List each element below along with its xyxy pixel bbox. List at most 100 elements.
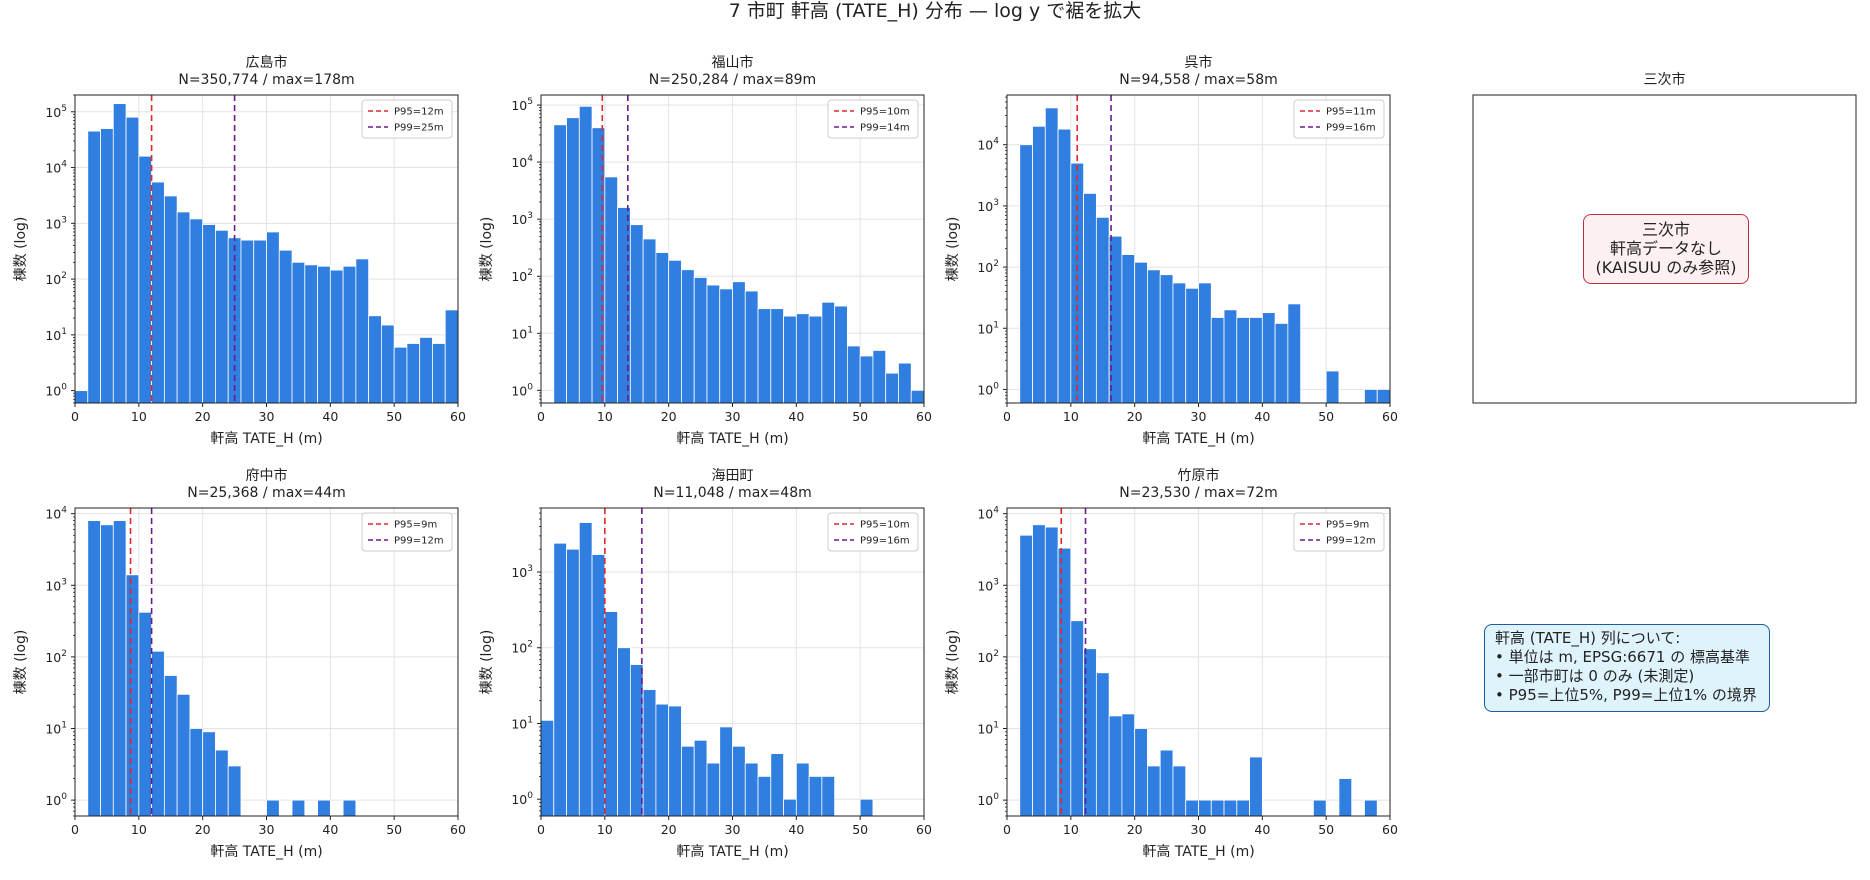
x-tick-label: 50 xyxy=(386,409,402,424)
histogram-bar xyxy=(744,290,759,404)
histogram-bar xyxy=(1287,303,1302,404)
x-tick-label: 60 xyxy=(450,409,466,424)
histogram-bar xyxy=(444,309,459,404)
histogram-bar xyxy=(1172,765,1187,817)
x-tick-label: 30 xyxy=(259,409,275,424)
legend-label: P95=12m xyxy=(394,107,444,118)
histogram-bar xyxy=(100,128,114,404)
legend-box xyxy=(827,99,919,139)
legend-box xyxy=(1293,512,1385,552)
histogram-bar xyxy=(368,315,382,404)
legend-label: P99=25m xyxy=(394,123,444,134)
x-tick-label: 20 xyxy=(195,822,211,837)
histogram-bar xyxy=(419,337,433,404)
legend-label: P95=10m xyxy=(860,107,910,118)
histogram-bar xyxy=(1147,765,1161,817)
histogram-bar xyxy=(202,224,216,404)
x-tick-label: 30 xyxy=(1191,409,1207,424)
histogram-bar xyxy=(1057,547,1072,817)
chart-panel-1: 0 10 20 30 40 50 60 100 101 102 103 104 105 広島市N=350,… xyxy=(13,54,466,447)
histogram-bar xyxy=(910,389,925,404)
histogram-bar xyxy=(757,776,772,817)
histogram-bar xyxy=(693,277,708,404)
y-tick-label: 105 xyxy=(45,104,67,120)
x-tick-label: 40 xyxy=(322,822,338,837)
y-tick-label: 103 xyxy=(45,577,67,593)
histogram-bar xyxy=(783,315,797,404)
legend-box xyxy=(361,512,453,552)
histogram-bar xyxy=(342,799,357,817)
empty-panel-frame xyxy=(1472,94,1857,404)
histogram-bar xyxy=(642,238,657,404)
legend-label: P95=9m xyxy=(1326,520,1369,531)
histogram-bar xyxy=(732,745,746,817)
legend-label: P99=12m xyxy=(394,536,444,547)
no-data-line-2: 軒高データなし xyxy=(1609,239,1722,258)
no-data-box: 三次市 軒高データなし (KAISUU のみ参照) xyxy=(1583,214,1749,284)
histogram-bar xyxy=(176,211,191,404)
note-line-2: • 単位は m, EPSG:6671 の 標高基準 xyxy=(1495,648,1750,666)
histogram-bar xyxy=(202,731,216,817)
histogram-bar xyxy=(1210,317,1225,404)
histogram-bar xyxy=(770,753,784,817)
chart-subtitle: N=250,284 / max=89m xyxy=(649,72,816,88)
y-tick-label: 104 xyxy=(45,506,67,522)
chart-panel-2: 0 10 20 30 40 50 60 100 101 102 103 104 105 福山市N=250,… xyxy=(479,54,932,447)
histogram-bar xyxy=(693,739,708,817)
x-tick-label: 0 xyxy=(71,822,79,837)
histogram-bar xyxy=(655,703,670,817)
histogram-bar xyxy=(668,259,682,404)
histogram-bar xyxy=(617,647,631,817)
histogram-bar xyxy=(1083,193,1097,404)
histogram-bar xyxy=(304,264,318,404)
y-tick-label: 102 xyxy=(511,640,533,656)
histogram-bar xyxy=(1274,323,1289,404)
x-axis-label: 軒高 TATE_H (m) xyxy=(1142,843,1254,860)
chart-title: 海田町 xyxy=(712,468,754,484)
chart-subtitle: N=350,774 / max=178m xyxy=(178,72,354,88)
histogram-bar xyxy=(859,798,874,817)
empty-panel-title: 三次市 xyxy=(1644,71,1686,88)
legend-box xyxy=(361,99,453,139)
x-axis-label: 軒高 TATE_H (m) xyxy=(676,430,788,447)
histogram-bar xyxy=(1261,312,1276,404)
y-tick-label: 105 xyxy=(511,97,533,113)
histogram-bar xyxy=(553,542,567,817)
y-tick-label: 102 xyxy=(511,268,533,284)
chart-panel-4: 0 10 20 30 40 50 60 100 101 102 103 104 府中市N=25,368 … xyxy=(13,467,466,860)
histogram-bar xyxy=(591,554,606,817)
histogram-bar xyxy=(291,261,306,404)
y-tick-label: 101 xyxy=(977,721,999,737)
x-tick-label: 10 xyxy=(131,822,147,837)
histogram-bar xyxy=(821,776,836,817)
chart-panel-6: 0 10 20 30 40 50 60 100 101 102 103 104 竹原市N=23,530 … xyxy=(945,467,1398,860)
histogram-bar xyxy=(240,239,255,404)
histogram-bar xyxy=(1236,317,1250,404)
histogram-bar xyxy=(885,372,899,404)
x-tick-label: 40 xyxy=(1254,822,1270,837)
histogram-bar xyxy=(87,130,101,404)
histogram-bar xyxy=(125,116,140,404)
x-tick-label: 20 xyxy=(1127,409,1143,424)
x-tick-label: 30 xyxy=(259,822,275,837)
y-axis-label: 棟数 (log) xyxy=(13,630,29,695)
histogram-bar xyxy=(1198,282,1212,404)
histogram-bar xyxy=(1236,799,1250,817)
histogram-bar xyxy=(112,520,127,817)
x-tick-label: 10 xyxy=(131,409,147,424)
y-tick-label: 101 xyxy=(511,325,533,341)
legend: P95=12m P99=25m xyxy=(361,99,453,139)
legend: P95=9m P99=12m xyxy=(361,512,453,552)
histogram-bar xyxy=(100,524,114,817)
histogram-bar xyxy=(125,574,140,817)
y-tick-label: 104 xyxy=(977,137,999,153)
y-axis-label: 棟数 (log) xyxy=(479,630,495,695)
y-axis-label: 棟数 (log) xyxy=(479,217,495,282)
y-tick-label: 101 xyxy=(977,320,999,336)
histogram-bar xyxy=(540,719,555,817)
histogram-bar xyxy=(795,313,810,404)
legend: P95=9m P99=12m xyxy=(1293,512,1385,552)
y-tick-label: 104 xyxy=(511,154,533,170)
